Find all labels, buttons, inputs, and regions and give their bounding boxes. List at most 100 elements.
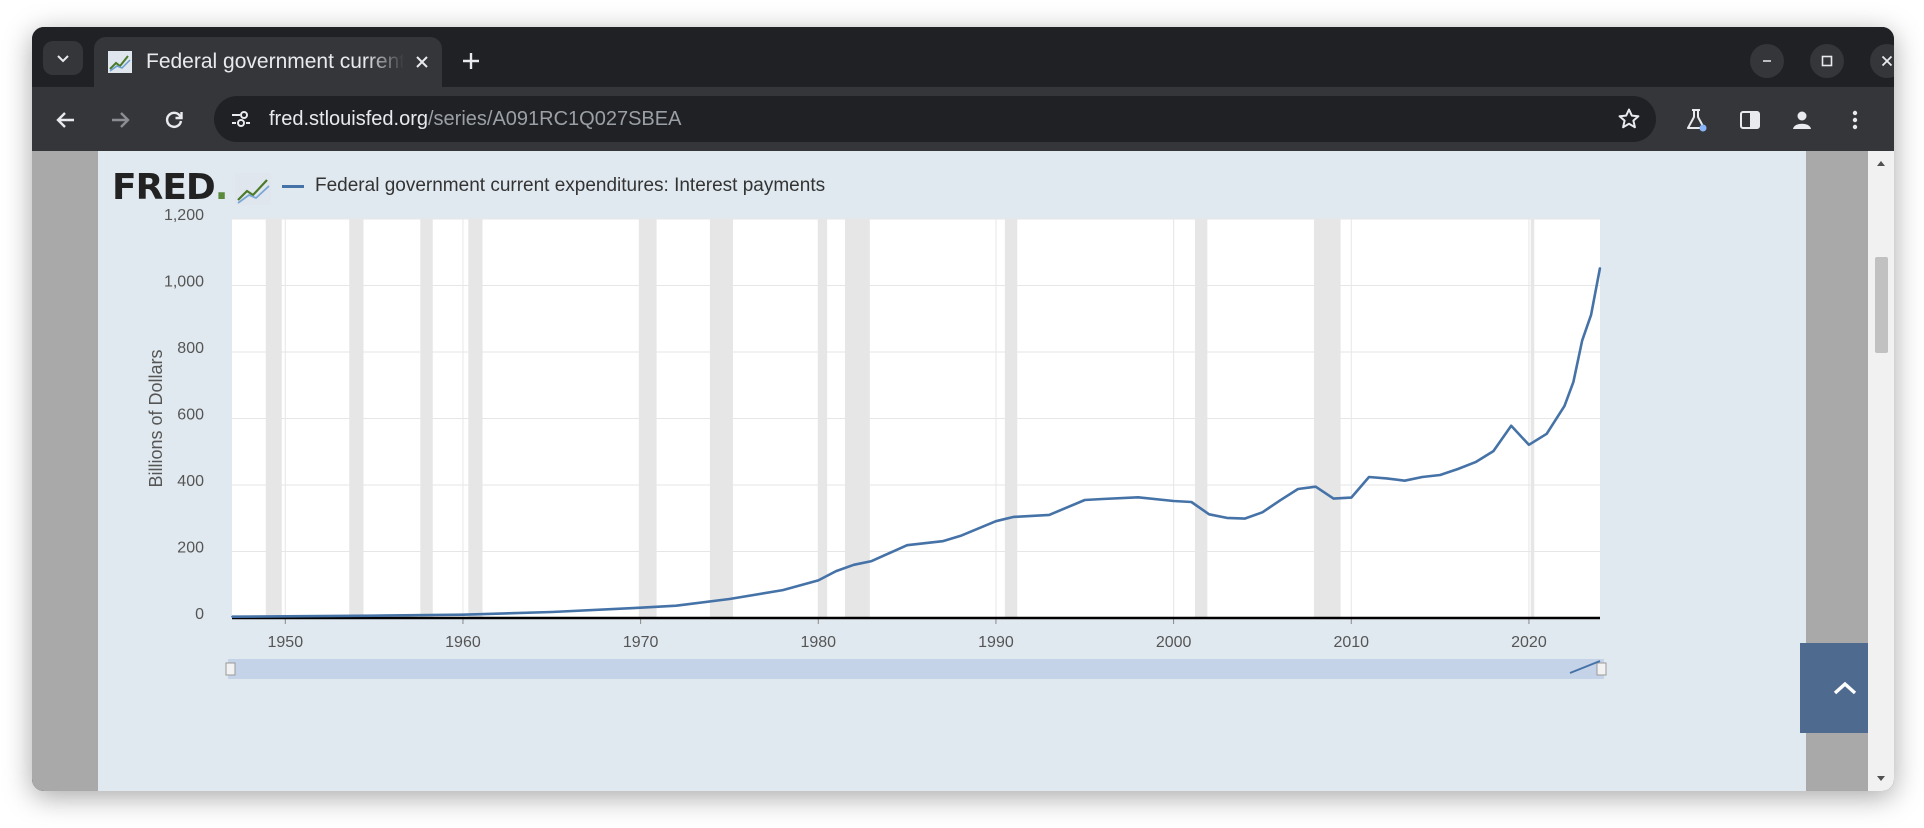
data-point — [1261, 511, 1264, 514]
data-point — [1545, 432, 1548, 435]
chevron-up-icon — [1833, 681, 1857, 695]
navigator-handle-left — [225, 662, 236, 676]
data-point — [1563, 404, 1566, 407]
navigator-range — [228, 659, 1604, 679]
labs-flask-icon[interactable] — [1678, 102, 1714, 138]
x-tick-label: 1950 — [268, 634, 304, 651]
data-point — [1172, 500, 1175, 502]
fred-logo-text: FRED — [112, 167, 216, 208]
forward-icon[interactable] — [102, 102, 138, 138]
tab-title: Federal government current expenditures:… — [146, 50, 404, 73]
data-point — [1368, 476, 1370, 478]
y-tick-label: 800 — [177, 340, 204, 357]
tab-search-button[interactable] — [43, 41, 83, 75]
x-tick-label: 1970 — [623, 634, 659, 651]
reload-icon[interactable] — [156, 102, 192, 138]
tab-active[interactable]: Federal government current expenditures:… — [94, 37, 442, 87]
interest-payments-chart[interactable]: 0 200 400 600 800 1,000 1,200 1950 1960 1970 1980 1… — [98, 151, 1806, 791]
data-point — [941, 540, 944, 543]
data-point — [1590, 313, 1593, 316]
data-point — [817, 579, 820, 582]
y-tick-label: 200 — [177, 540, 204, 557]
address-bar[interactable]: fred.stlouisfed.org/series/A091RC1Q027SB… — [214, 96, 1656, 142]
tab-strip: Federal government current expenditures:… — [32, 27, 1894, 87]
data-point — [728, 598, 731, 600]
y-tick-label: 1,000 — [164, 274, 204, 291]
menu-kebab-icon[interactable] — [1837, 102, 1873, 138]
profile-icon[interactable] — [1784, 102, 1820, 138]
data-point — [550, 611, 553, 613]
data-point — [1492, 450, 1495, 452]
data-point — [231, 615, 233, 618]
x-tick-label: 2010 — [1333, 634, 1369, 651]
data-point — [852, 563, 855, 566]
data-point — [675, 604, 678, 607]
data-point — [1012, 516, 1015, 518]
data-point — [1314, 485, 1317, 488]
site-info-icon[interactable] — [226, 104, 256, 134]
data-point — [284, 615, 287, 618]
data-point — [1332, 497, 1335, 500]
data-point — [1599, 266, 1601, 269]
url-path: /series/A091RC1Q027SBEA — [427, 108, 682, 130]
y-tick-label: 1,200 — [164, 207, 204, 224]
scroll-down-arrow-icon[interactable] — [1868, 769, 1894, 789]
bookmark-star-icon[interactable] — [1614, 104, 1644, 134]
scrollbar-thumb[interactable] — [1875, 257, 1888, 353]
data-point — [1439, 474, 1442, 476]
toolbar: fred.stlouisfed.org/series/A091RC1Q027SB… — [32, 87, 1894, 151]
chart-legend: Federal government current expenditures:… — [282, 175, 825, 197]
data-point — [1510, 424, 1513, 427]
chevron-down-icon — [57, 55, 69, 63]
y-axis-title: Billions of Dollars — [146, 349, 166, 487]
x-tick-label: 1990 — [978, 634, 1014, 651]
new-tab-icon[interactable] — [454, 44, 488, 78]
data-point — [1421, 476, 1424, 478]
data-point — [959, 534, 962, 537]
side-panel-icon[interactable] — [1732, 102, 1768, 138]
data-point — [835, 570, 837, 573]
browser-window: Federal government current expenditures:… — [32, 27, 1894, 791]
scroll-up-arrow-icon[interactable] — [1868, 153, 1894, 173]
data-point — [639, 606, 642, 609]
x-tick-label: 1960 — [445, 634, 481, 651]
tab-close-icon[interactable] — [410, 50, 434, 74]
data-point — [1137, 496, 1139, 499]
y-tick-label: 400 — [177, 473, 204, 490]
minimize-icon[interactable] — [1750, 44, 1784, 78]
back-icon[interactable] — [48, 102, 84, 138]
data-point — [426, 614, 429, 616]
data-point — [1581, 339, 1584, 342]
y-tick-label: 600 — [177, 407, 204, 424]
data-point — [1385, 477, 1388, 480]
vertical-scrollbar[interactable] — [1868, 151, 1894, 791]
series-line — [231, 267, 1602, 618]
data-point — [1083, 499, 1086, 501]
x-tick-label: 2000 — [1156, 634, 1192, 651]
data-point — [1474, 461, 1477, 463]
data-point — [995, 520, 997, 523]
x-tick-label: 2020 — [1511, 634, 1547, 651]
data-point — [906, 544, 909, 547]
data-point — [1101, 498, 1104, 500]
data-point — [870, 560, 873, 563]
data-point — [1279, 499, 1282, 502]
y-tick-label: 0 — [195, 606, 204, 623]
fred-logo[interactable]: FRED. — [112, 167, 228, 208]
fred-chart-icon — [235, 173, 271, 205]
legend-label: Federal government current expenditures:… — [315, 175, 826, 196]
close-window-icon[interactable] — [1870, 44, 1894, 78]
data-point — [1456, 468, 1459, 470]
data-point — [1226, 517, 1228, 519]
data-point — [1243, 517, 1246, 520]
data-point — [1572, 381, 1575, 383]
url-text: fred.stlouisfed.org/series/A091RC1Q027SB… — [269, 108, 681, 131]
navigator-series-line — [1569, 660, 1601, 674]
data-point — [1350, 496, 1353, 499]
data-point — [462, 613, 464, 616]
data-point — [1048, 514, 1051, 516]
data-point — [1190, 501, 1193, 503]
data-point — [781, 589, 784, 591]
maximize-icon[interactable] — [1810, 44, 1844, 78]
legend-swatch — [282, 184, 304, 188]
